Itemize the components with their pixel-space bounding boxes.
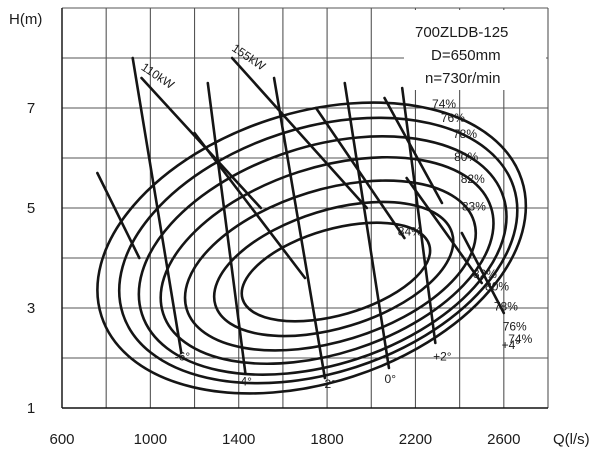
y-tick-label: 1 [27, 400, 35, 417]
efficiency-label: 82% [473, 267, 497, 281]
blade-angle-line-3 [343, 81, 391, 370]
info-box-background [404, 10, 546, 90]
auxiliary-line-4 [405, 176, 484, 285]
pump-model-text: 700ZLDB-125 [415, 24, 508, 41]
auxiliary-line-2 [314, 106, 406, 240]
y-tick-label: 7 [27, 100, 35, 117]
x-tick-label: 2600 [487, 431, 520, 448]
auxiliary-line-0 [96, 171, 141, 260]
pump-diameter-text: D=650mm [431, 47, 501, 64]
blade-angle-label: +2° [433, 350, 452, 364]
efficiency-label: 78% [494, 300, 518, 314]
efficiency-label: 76% [503, 320, 527, 334]
efficiency-contour-80 [159, 155, 495, 366]
efficiency-label: 76% [441, 111, 465, 125]
efficiency-contour-74 [96, 101, 528, 395]
efficiency-label: 74% [508, 332, 532, 346]
y-tick-label: 5 [27, 200, 35, 217]
efficiency-label: 83% [462, 200, 486, 214]
blade-angle-label: -2° [320, 377, 336, 391]
axis-layer [61, 8, 548, 409]
y-axis-title: H(m) [9, 11, 42, 28]
blade-angle-line-0 [131, 56, 183, 355]
efficiency-label: 78% [453, 127, 477, 141]
pump-speed-text: n=730r/min [425, 70, 500, 87]
power-label: 110kW [139, 60, 178, 92]
auxiliary-line-1 [193, 131, 307, 280]
efficiency-contour-84 [240, 221, 432, 323]
power-line-1 [230, 56, 369, 210]
blade-angle-label: +4° [502, 338, 521, 352]
x-tick-label: 1400 [222, 431, 255, 448]
efficiency-contours [96, 101, 528, 395]
auxiliary-line-3 [383, 96, 444, 205]
efficiency-label: 80% [454, 150, 478, 164]
blade-angle-label: 0° [385, 372, 397, 386]
efficiency-contour-78 [137, 135, 508, 376]
x-tick-label: 2200 [399, 431, 432, 448]
x-tick-label: 1800 [310, 431, 343, 448]
efficiency-label: 74% [432, 97, 456, 111]
x-tick-label: 600 [49, 431, 74, 448]
label-layer: 600 1000 1400 1800 2200 2600 1 3 5 7 H(m) Q(l/s) 74%… [9, 11, 590, 448]
blade-angle-line-2 [272, 76, 327, 380]
efficiency-contour-83 [212, 200, 455, 338]
overlay-lines [96, 56, 506, 380]
blade-angle-line-5 [460, 231, 506, 315]
efficiency-label: 80% [485, 280, 509, 294]
x-tick-label: 1000 [134, 431, 167, 448]
power-label: 155kW [229, 41, 268, 74]
blade-angle-line-1 [206, 81, 247, 375]
x-axis-title: Q(l/s) [553, 431, 590, 448]
efficiency-label: 84% [398, 225, 422, 239]
blade-angle-label: -6° [175, 350, 191, 364]
info-layer: 700ZLDB-125 D=650mm n=730r/min [404, 10, 546, 90]
blade-angle-line-4 [400, 86, 437, 345]
efficiency-contour-76 [117, 116, 519, 385]
efficiency-label: 82% [461, 172, 485, 186]
blade-angle-label: -4° [237, 375, 253, 389]
efficiency-contour-82 [183, 179, 478, 352]
y-tick-label: 3 [27, 300, 35, 317]
